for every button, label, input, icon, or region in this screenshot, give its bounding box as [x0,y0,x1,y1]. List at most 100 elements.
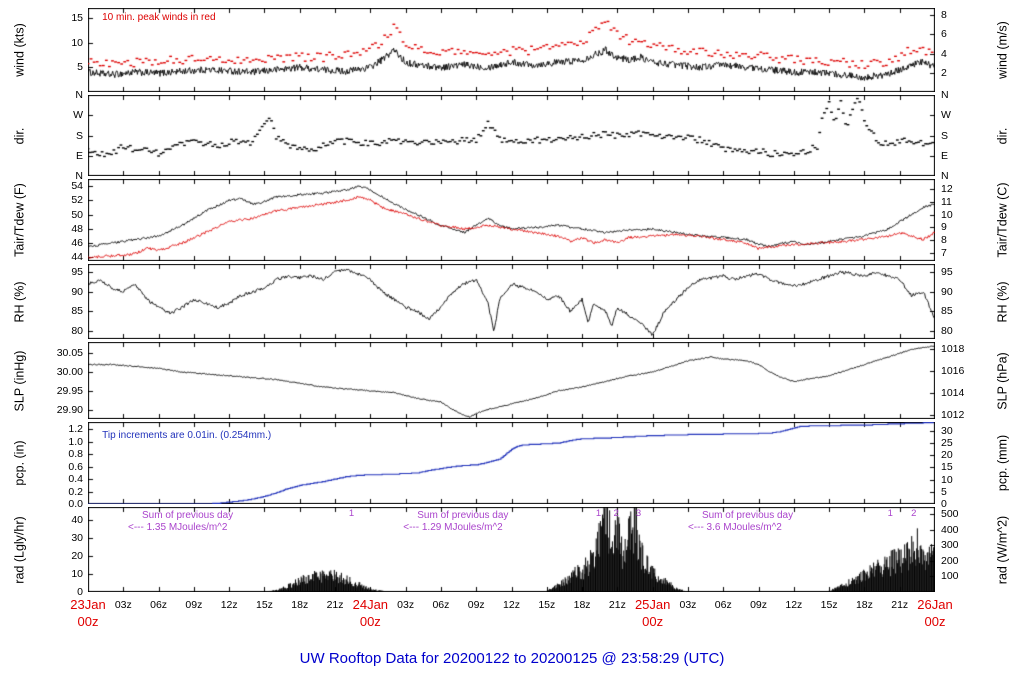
axis-label-left-wind: wind (kts) [12,23,27,77]
annotation-rad-1: Sum of previous day <--- 1.29 MJoules/m^2 [403,510,509,534]
day-label: 00z [642,614,664,629]
xtick-label: 09z [185,599,203,611]
xtick-label: 09z [750,599,767,611]
day-label: 24Jan [352,597,389,612]
axis-label-right-dir: dir. [995,127,1010,144]
ytick-right-tair: 8 [941,234,947,247]
ytick-left-dir: W [73,109,83,122]
ytick-right-dir: N [941,170,949,182]
xtick-label: 21z [891,599,909,611]
ytick-left-wind: 15 [71,11,83,24]
xtick-label: 06z [432,599,450,611]
ytick-right-rad: 200 [941,554,959,567]
axis-label-right-tair: Tair/Tdew (C) [995,182,1010,258]
ytick-left-pcp: 0.0 [68,498,83,510]
axis-label-left-dir: dir. [12,127,27,144]
ytick-left-slp: 29.95 [56,384,83,397]
ytick-left-tair: 44 [71,251,83,264]
xtick-label: 12z [785,599,803,611]
axis-label-left-tair: Tair/Tdew (F) [12,183,27,257]
day-label: 00z [924,614,946,629]
ytick-right-tair: 9 [941,221,947,234]
ytick-right-slp: 1012 [941,409,965,422]
day-label: 26Jan [917,597,953,612]
xtick-label: 15z [538,599,556,611]
xtick-label: 21z [608,599,626,611]
ytick-left-dir: N [75,170,83,182]
xtick-label: 06z [714,599,732,611]
ytick-left-dir: E [75,149,83,162]
peak-mark-rad-1: 1 [595,508,602,519]
axis-label-right-rad: rad (W/m^2) [995,515,1010,584]
ytick-right-slp: 1014 [941,387,965,400]
ytick-right-rh: 80 [941,325,953,338]
chart-title: UW Rooftop Data for 20200122 to 20200125… [299,650,725,667]
day-label: 23Jan [70,597,106,612]
ytick-left-pcp: 1.2 [68,423,83,436]
ytick-right-pcp: 15 [941,461,953,474]
day-label: 00z [359,614,381,629]
ytick-left-slp: 30.00 [56,366,83,379]
ytick-left-wind: 5 [77,61,83,74]
axis-label-left-rad: rad (Lgly/hr) [12,515,27,584]
day-label: 25Jan [634,597,671,612]
xtick-label: 15z [255,599,273,611]
ytick-right-slp: 1018 [941,342,965,355]
ytick-right-pcp: 30 [941,424,953,437]
ytick-right-pcp: 20 [941,449,953,462]
ytick-right-tair: 11 [941,195,952,208]
ytick-right-slp: 1016 [941,365,965,378]
peak-mark-rad-2: 2 [613,508,619,519]
ytick-left-tair: 46 [71,237,83,250]
xtick-label: 09z [467,599,485,611]
annotation-rad-0: Sum of previous day <--- 1.35 MJoules/m^2 [127,510,234,534]
ytick-left-rad: 20 [71,549,83,562]
xtick-label: 12z [503,599,520,611]
ytick-right-dir: S [941,129,949,142]
annotation-rad-2: Sum of previous day <--- 3.6 MJoules/m^2 [687,510,794,534]
ytick-right-pcp: 0 [941,498,947,510]
ytick-right-dir: E [941,149,949,162]
ytick-left-tair: 50 [71,208,83,221]
axis-label-left-pcp: pcp. (in) [12,440,27,486]
ytick-right-pcp: 5 [941,485,947,498]
ytick-left-rh: 80 [71,325,83,338]
axis-label-right-slp: SLP (hPa) [995,351,1010,410]
xtick-label: 06z [150,599,168,611]
xtick-label: 03z [397,599,415,611]
peak-mark-rad-3: 3 [635,508,642,519]
panel-wind [88,8,935,92]
ytick-right-tair: 10 [941,208,953,221]
xtick-label: 18z [855,599,873,611]
axis-label-right-pcp: pcp. (mm) [995,434,1010,492]
panel-pcp [88,422,935,504]
ytick-right-rh: 95 [941,265,953,278]
ytick-right-wind: 8 [941,9,947,22]
ytick-left-wind: 10 [71,36,83,49]
ytick-right-wind: 2 [941,66,947,79]
ytick-left-slp: 30.05 [56,347,83,360]
ytick-left-rh: 85 [71,305,83,318]
xtick-label: 12z [220,599,238,611]
axis-label-left-slp: SLP (inHg) [12,350,27,411]
panel-slp [88,342,935,419]
annotation-wind-0: 10 min. peak winds in red [102,12,216,24]
ytick-right-tair: 7 [941,247,947,260]
xtick-label: 18z [573,599,591,611]
ytick-right-rad: 400 [941,523,959,536]
xtick-label: 15z [820,599,838,611]
ytick-left-pcp: 0.4 [68,473,83,486]
ytick-right-dir: W [941,109,951,122]
axis-label-left-rh: RH (%) [12,281,27,322]
xtick-label: 03z [679,599,697,611]
panel-rad [88,507,935,592]
ytick-left-slp: 29.90 [56,403,83,416]
annotation-pcp-0: Tip increments are 0.01in. (0.254mm.) [102,430,272,442]
ytick-right-wind: 4 [941,47,947,60]
ytick-left-pcp: 0.8 [68,448,83,461]
ytick-right-rad: 300 [941,539,959,552]
ytick-left-rad: 10 [71,567,83,580]
axis-label-right-wind: wind (m/s) [995,21,1010,79]
ytick-left-tair: 54 [71,180,83,193]
